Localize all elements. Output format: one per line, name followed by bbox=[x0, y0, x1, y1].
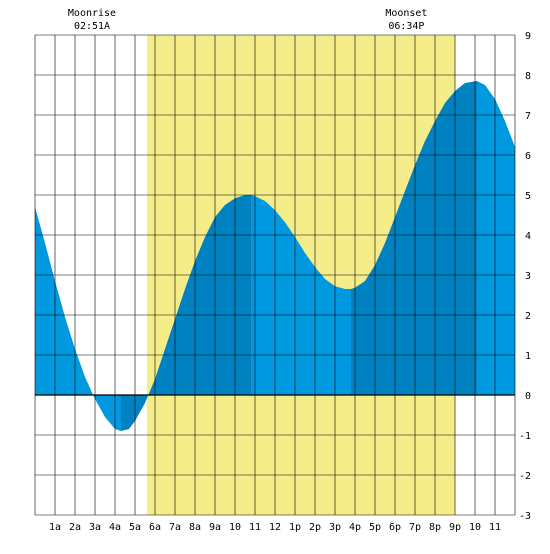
y-tick-label: 7 bbox=[525, 111, 531, 122]
x-tick-label: 2p bbox=[309, 522, 321, 533]
x-tick-label: 9p bbox=[449, 522, 461, 533]
grid-layer bbox=[34, 34, 516, 516]
x-tick-label: 8p bbox=[429, 522, 441, 533]
y-tick-label: 4 bbox=[525, 231, 531, 242]
y-tick-label: 9 bbox=[525, 31, 531, 42]
tide-area-segment bbox=[121, 195, 251, 431]
y-tick-label: 0 bbox=[525, 391, 531, 402]
y-tick-label: -3 bbox=[519, 511, 531, 522]
x-tick-label: 6a bbox=[149, 522, 161, 533]
x-tick-label: 7p bbox=[409, 522, 421, 533]
x-tick-label: 4p bbox=[349, 522, 361, 533]
tide-area-segment bbox=[477, 81, 515, 395]
x-tick-label: 5a bbox=[129, 522, 141, 533]
y-tick-label: 3 bbox=[525, 271, 531, 282]
x-tick-label: 7a bbox=[169, 522, 181, 533]
x-tick-label: 3p bbox=[329, 522, 341, 533]
x-tick-label: 2a bbox=[69, 522, 81, 533]
x-tick-label: 8a bbox=[189, 522, 201, 533]
y-tick-label: -2 bbox=[519, 471, 531, 482]
y-tick-label: 8 bbox=[525, 71, 531, 82]
x-tick-label: 5p bbox=[369, 522, 381, 533]
moonrise-label: Moonrise bbox=[68, 8, 116, 19]
x-tick-label: 11 bbox=[249, 522, 261, 533]
x-tick-label: 1a bbox=[49, 522, 61, 533]
x-tick-label: 3a bbox=[89, 522, 101, 533]
x-tick-label: 10 bbox=[229, 522, 241, 533]
moonset-time: 06:34P bbox=[388, 21, 424, 32]
tide-area-layer bbox=[35, 81, 515, 431]
x-tick-label: 9a bbox=[209, 522, 221, 533]
x-tick-label: 1p bbox=[289, 522, 301, 533]
x-tick-label: 11 bbox=[489, 522, 501, 533]
x-tick-label: 4a bbox=[109, 522, 121, 533]
tide-area-segment bbox=[35, 207, 121, 431]
x-tick-label: 6p bbox=[389, 522, 401, 533]
y-tick-label: 1 bbox=[525, 351, 531, 362]
moonrise-time: 02:51A bbox=[74, 21, 110, 32]
y-tick-label: -1 bbox=[519, 431, 531, 442]
tide-area-segment bbox=[251, 195, 351, 395]
y-tick-label: 2 bbox=[525, 311, 531, 322]
y-tick-label: 5 bbox=[525, 191, 531, 202]
y-tick-label: 6 bbox=[525, 151, 531, 162]
moonset-label: Moonset bbox=[385, 8, 427, 19]
x-tick-label: 10 bbox=[469, 522, 481, 533]
x-tick-label: 12 bbox=[269, 522, 281, 533]
tide-area-segment bbox=[351, 81, 477, 395]
